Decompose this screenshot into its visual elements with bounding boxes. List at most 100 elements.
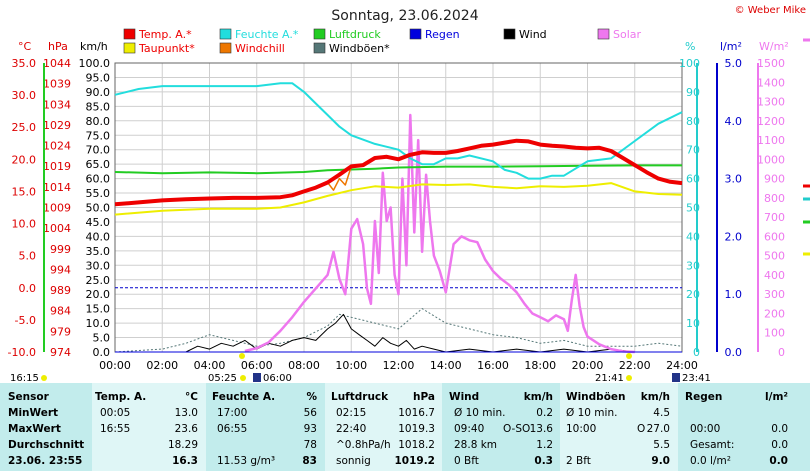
solar-tick-label: 400 <box>764 269 785 282</box>
x-tick-label: 24:00 <box>666 359 698 372</box>
sunrise-marker-label: 06:00 <box>263 373 292 383</box>
table-header: Windböen <box>566 391 626 403</box>
table-cell: 0.0 <box>771 439 788 451</box>
legend-label: Wind <box>519 28 547 41</box>
x-tick-label: 10:00 <box>335 359 367 372</box>
solar-tick-label: 0 <box>778 346 785 359</box>
wind-tick-label: 50.0 <box>86 202 111 215</box>
table-cell: 78 <box>303 439 317 451</box>
table-cell: 1.2 <box>536 439 553 451</box>
legend-swatch <box>597 28 610 40</box>
wind-tick-label: 90.0 <box>86 86 111 99</box>
table-cell: 00:05 <box>100 407 131 419</box>
table-cell: 23.6 <box>174 423 198 435</box>
table-row-label: MaxWert <box>8 423 61 435</box>
table-column-bg <box>206 383 325 471</box>
table-cell: 11.53 g/m³ <box>217 455 276 467</box>
axis-unit-wind: km/h <box>80 40 108 53</box>
table-cell: 28.8 km <box>454 439 498 451</box>
solar-tick-label: 100 <box>764 327 785 340</box>
wind-tick-label: 10.0 <box>86 317 111 330</box>
table-header: Feuchte A. <box>212 391 276 403</box>
table-cell: 13.0 <box>174 407 198 419</box>
table-cell: 18.29 <box>167 439 198 451</box>
axis-unit-temp: °C <box>18 40 32 53</box>
table-header: km/h <box>640 391 670 403</box>
axis-unit-pressure: hPa <box>48 40 68 53</box>
temp-tick-label: 20.0 <box>12 153 37 166</box>
solar-tick-label: 300 <box>764 288 785 301</box>
axis-unit-humidity: % <box>685 40 695 53</box>
pressure-tick-label: 1034 <box>43 98 71 111</box>
x-tick-label: 18:00 <box>524 359 556 372</box>
legend-label: Temp. A.* <box>138 28 192 41</box>
legend-label: Windchill <box>235 42 285 55</box>
x-tick-label: 00:00 <box>99 359 131 372</box>
wind-tick-label: 60.0 <box>86 173 111 186</box>
sunset-label: 21:41 <box>595 373 624 383</box>
series-solar <box>244 113 635 354</box>
axis-unit-rain: l/m² <box>720 40 742 53</box>
table-cell: 56 <box>303 407 317 419</box>
wind-tick-label: 15.0 <box>86 303 111 316</box>
wind-tick-label: 80.0 <box>86 115 111 128</box>
legend-label: Feuchte A.* <box>235 28 299 41</box>
wind-tick-label: 100.0 <box>79 57 111 70</box>
series-windboeen <box>114 308 683 353</box>
wind-tick-label: 65.0 <box>86 158 111 171</box>
legend-swatch <box>219 42 232 54</box>
wind-tick-label: 95.0 <box>86 71 111 84</box>
table-cell: 06:55 <box>217 423 248 435</box>
wind-tick-label: 35.0 <box>86 245 111 258</box>
temp-tick-label: 0.0 <box>19 282 37 295</box>
table-cell: 02:15 <box>336 407 367 419</box>
pressure-tick-label: 984 <box>50 305 71 318</box>
solar-tick-label: 900 <box>764 173 785 186</box>
table-column-bg <box>92 383 206 471</box>
x-tick-label: 16:00 <box>477 359 509 372</box>
table-cell: 0.2 <box>536 407 553 419</box>
sunrise-label: 05:25 <box>208 373 237 383</box>
chart-title: Sonntag, 23.06.2024 <box>331 8 478 24</box>
table-cell: 0.0 <box>771 423 788 435</box>
legend-label: Windböen* <box>329 42 390 55</box>
x-tick-label: 22:00 <box>619 359 651 372</box>
table-column-bg <box>678 383 810 471</box>
table-cell: O-SO <box>503 423 531 435</box>
pressure-tick-label: 1029 <box>43 119 71 132</box>
legend-swatch <box>219 28 232 40</box>
solar-tick-label: 500 <box>764 250 785 263</box>
rain-tick-label: 3.0 <box>725 173 743 186</box>
axis-unit-solar: W/m² <box>759 40 789 53</box>
pressure-tick-label: 1014 <box>43 181 71 194</box>
wind-tick-label: 75.0 <box>86 129 111 142</box>
table-cell: 9.0 <box>651 455 670 467</box>
table-column-bg <box>325 383 442 471</box>
solar-tick-label: 200 <box>764 307 785 320</box>
series-wind <box>115 313 682 353</box>
table-header: Luftdruck <box>331 391 389 403</box>
statistics-table: Sensor Temp. A. °C Feuchte A.% Luftdruck hPa W… <box>0 383 810 471</box>
table-header: Wind <box>449 391 480 403</box>
temp-tick-label: 5.0 <box>19 250 37 263</box>
legend-swatch <box>123 42 136 54</box>
wind-tick-label: 0.0 <box>93 346 111 359</box>
table-row-label: MinWert <box>8 407 59 419</box>
x-tick-label: 06:00 <box>241 359 273 372</box>
temp-tick-label: -5.0 <box>15 314 36 327</box>
wind-tick-label: 25.0 <box>86 274 111 287</box>
x-tick-label: 04:00 <box>194 359 226 372</box>
legend-swatch <box>313 28 326 40</box>
table-column-bg <box>0 383 92 471</box>
legend-swatch <box>313 42 326 54</box>
table-cell: O <box>637 423 646 435</box>
x-tick-label: 12:00 <box>383 359 415 372</box>
table-header: Regen <box>685 391 723 403</box>
sun-icon <box>240 375 246 381</box>
legend-label: Regen <box>425 28 460 41</box>
solar-tick-label: 1000 <box>757 153 785 166</box>
table-cell: 83 <box>302 455 317 467</box>
wind-tick-label: 30.0 <box>86 259 111 272</box>
rain-tick-label: 4.0 <box>725 115 743 128</box>
series-windchill <box>327 166 353 191</box>
